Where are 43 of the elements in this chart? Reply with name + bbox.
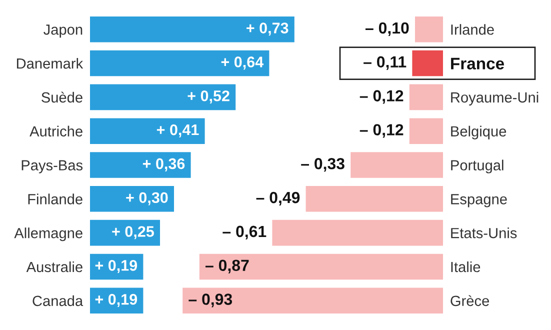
data-label: – 0,12 (360, 124, 404, 138)
bar (90, 118, 205, 144)
data-label: + 0,41 (156, 124, 199, 138)
data-label: – 0,11 (364, 56, 406, 70)
y-tick-label: Belgique (451, 126, 506, 140)
data-label: + 0,19 (95, 260, 138, 274)
y-tick-label: Canada (32, 295, 84, 306)
y-tick-label: Suède (42, 92, 82, 103)
data-label: – 0,49 (256, 192, 300, 206)
data-label: – 0,12 (360, 90, 404, 104)
data-label: – 0,10 (365, 22, 409, 36)
y-tick-label: Danemark (16, 58, 84, 69)
data-label: + 0,25 (112, 226, 154, 240)
data-label: – 0,33 (301, 158, 344, 172)
data-label: + 0,36 (142, 158, 185, 172)
y-tick-label: France (451, 58, 504, 70)
y-tick-label: Allemagne (14, 228, 82, 242)
y-tick-label: Irlande (451, 24, 494, 35)
y-tick-label: Autriche (30, 126, 82, 137)
y-tick-label: Espagne (451, 194, 507, 208)
data-label: + 0,64 (221, 56, 264, 70)
data-label: + 0,73 (246, 22, 288, 36)
y-tick-label: Grèce (450, 295, 490, 306)
y-tick-label: Etats-Unis (451, 228, 517, 238)
y-tick-label: Finlande (28, 194, 82, 204)
bar (90, 152, 191, 178)
bar (90, 220, 160, 246)
data-label: + 0,19 (95, 294, 138, 307)
y-tick-label: Royaume-Uni (451, 92, 538, 106)
data-label: – 0,93 (188, 294, 232, 308)
data-label: + 0,52 (188, 90, 230, 104)
y-tick-label: Portugal (451, 160, 504, 174)
bar (90, 16, 294, 42)
y-tick-label: Pays-Bas (22, 160, 83, 174)
y-tick-label: Japon (44, 24, 82, 38)
y-tick-label: Italie (451, 261, 480, 272)
data-label: + 0,30 (126, 192, 168, 206)
bar (90, 84, 236, 110)
data-label: – 0,87 (205, 260, 249, 274)
bar (90, 50, 270, 76)
bar (90, 186, 174, 212)
y-tick-label: Australie (26, 261, 82, 272)
data-label: – 0,61 (222, 226, 266, 240)
